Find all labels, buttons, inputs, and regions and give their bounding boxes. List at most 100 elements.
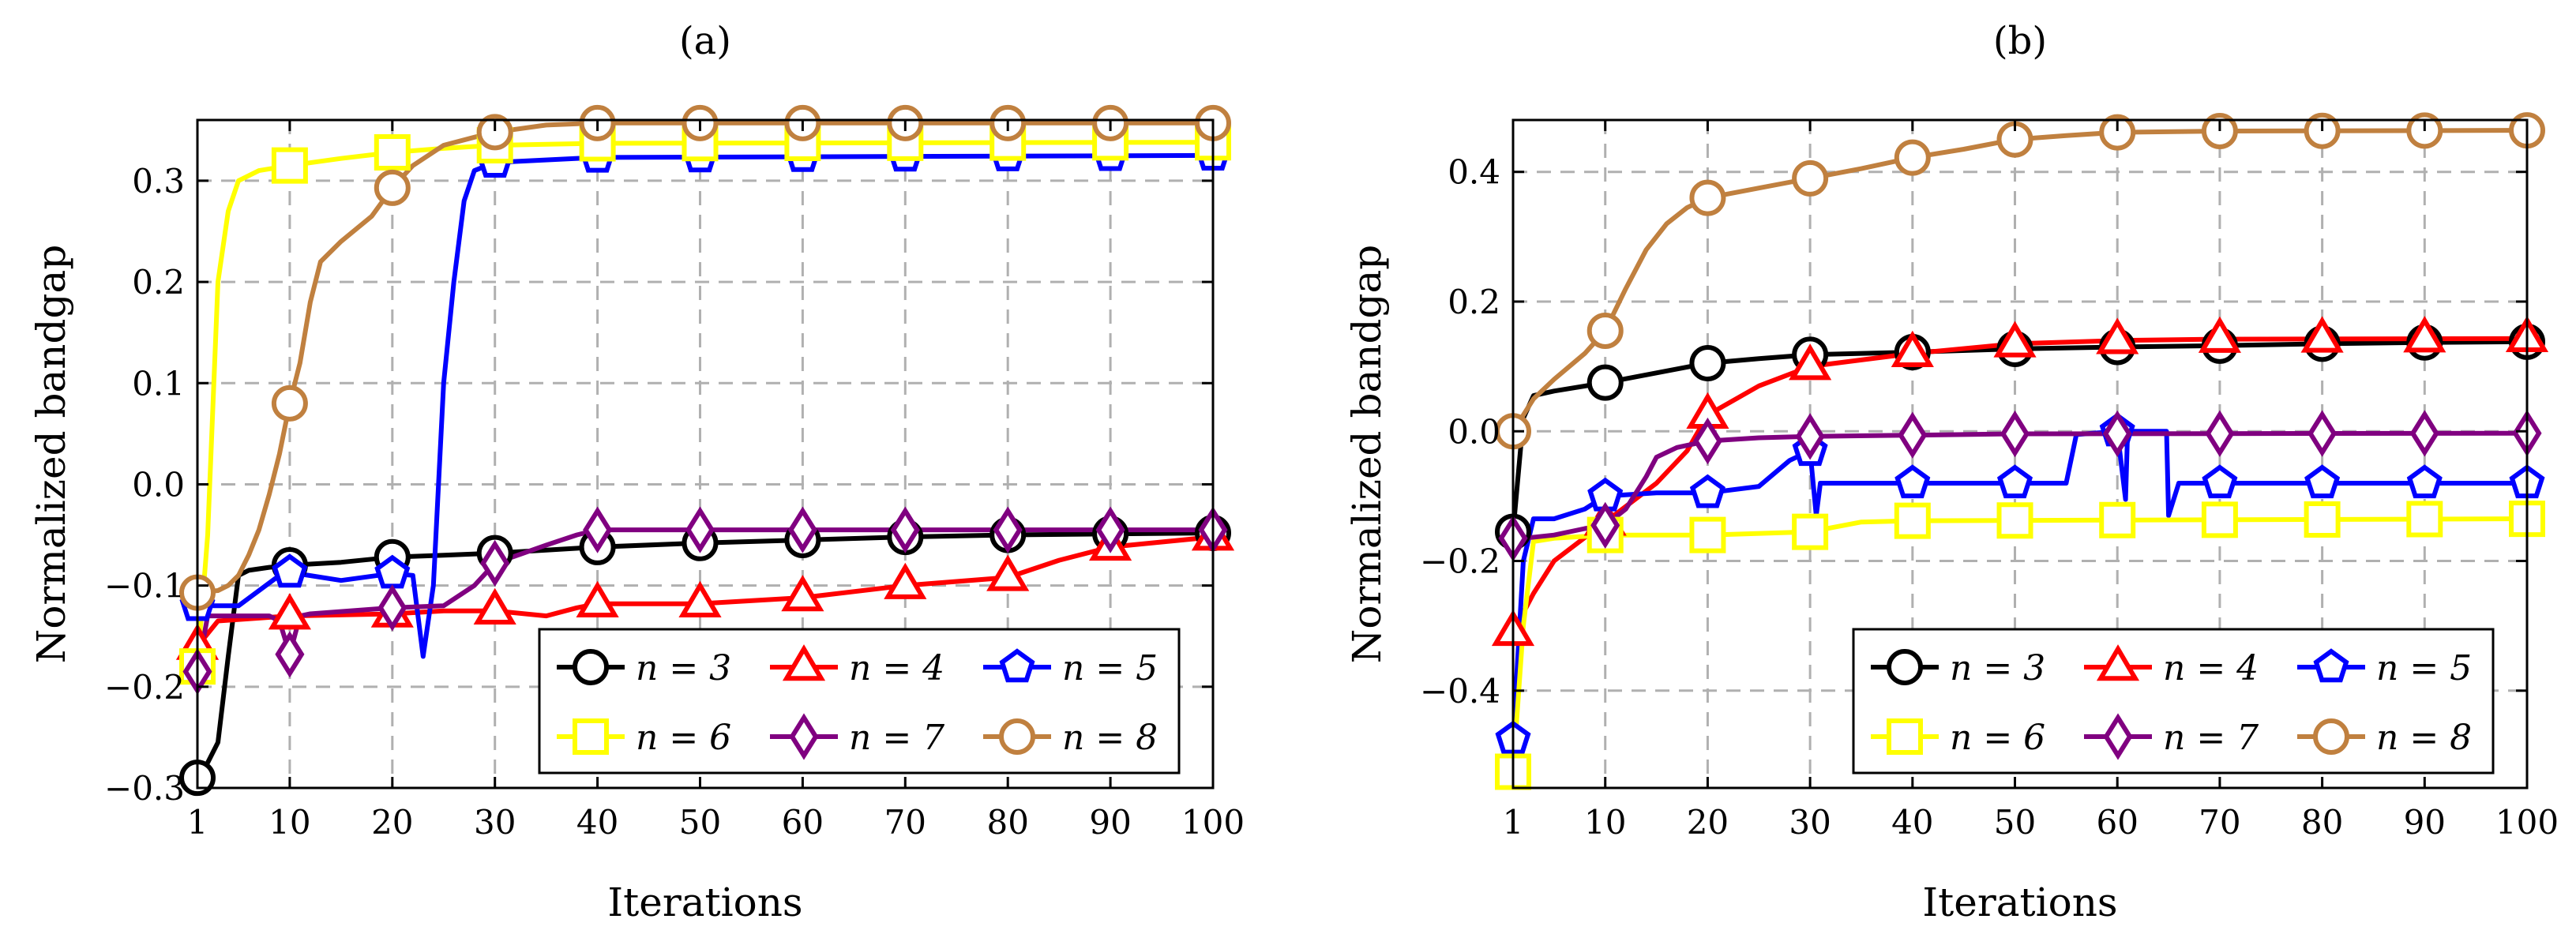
x-tick-label: 1 [1503,803,1524,842]
y-tick-label: 0.2 [1448,283,1500,321]
plot-frame [1511,118,2529,790]
series-line-n8 [1513,128,2527,433]
panel-a: 1 10 20 30 40 50 60 70 80 90 100 −0.3 −0.2 −0.1 0.0 0.1… [28,19,1245,925]
data-point-n7 [2205,410,2235,457]
data-point-n7 [1095,506,1125,553]
legend-swatch-marker [782,644,826,681]
data-point-n5 [2406,464,2443,499]
data-point-n8 [476,114,513,151]
data-point-n6 [1792,513,1829,550]
y-tick-label: 0.0 [132,465,185,504]
legend-label-n4: n = 4 [2163,648,2259,688]
data-point-n6 [2304,501,2341,538]
x-tick-label: 10 [1584,803,1626,842]
data-point-n6 [374,134,411,171]
data-point-n7 [583,506,613,553]
legend-label-n7: n = 7 [2163,718,2259,758]
data-point-n4 [2096,317,2139,354]
x-tick-label: 80 [986,803,1028,842]
data-point-n4 [268,593,311,630]
series-line-n3 [1513,339,2527,532]
y-tick-label: 0.3 [132,162,185,201]
x-tick-label: 40 [1891,803,1933,842]
x-tick-label: 30 [474,803,516,842]
x-tick-label: 60 [782,803,824,842]
data-point-n7 [1692,417,1722,465]
legend-swatch-marker [2313,718,2349,755]
legend-label-n7: n = 7 [849,718,944,758]
data-point-n8 [1792,159,1829,197]
data-point-n4 [2198,316,2241,353]
data-point-n4 [884,562,927,599]
x-axis-title: Iterations [1922,880,2117,925]
x-tick-label: 30 [1789,803,1831,842]
x-tick-label: 50 [1994,803,2036,842]
series-line-n4 [1513,336,2527,634]
y-tick-label: −0.1 [104,567,185,606]
x-tick-label: 40 [576,803,618,842]
legend-swatch-marker [999,718,1035,755]
data-point-n4 [1789,343,1832,381]
data-point-n8 [271,384,308,422]
x-tick-label: 70 [884,803,926,842]
data-point-n7 [993,506,1023,553]
data-point-n3 [1587,364,1624,401]
y-axis-title: Normalized bandgap [28,245,74,664]
series-line-n6 [197,140,1213,667]
panel-b: 1 10 20 30 40 50 60 70 80 90 100 −0.4 −0.2 0.0 0.2 0.4 (… [1344,19,2559,925]
x-tick-label: 70 [2199,803,2240,842]
series-line-n6 [1513,516,2527,772]
data-point-n5 [1689,474,1725,508]
legend-label-n5: n = 5 [1062,648,1158,688]
legend-box [1852,628,2495,775]
x-tick-label: 90 [1089,803,1131,842]
x-axis-title: Iterations [607,880,802,925]
data-point-n8 [1587,312,1624,349]
data-point-n7 [377,584,407,632]
x-tick-label: 80 [2301,803,2343,842]
data-point-n6 [1996,502,2033,539]
legend-swatch-marker [1887,718,1923,755]
legend-label-n3: n = 3 [1950,648,2045,688]
data-point-n7 [1898,411,1928,459]
data-point-n7 [2409,410,2439,457]
panel-title: (b) [1993,19,2047,63]
legend-label-n8: n = 8 [1062,718,1158,758]
data-point-n6 [2099,501,2136,538]
data-point-n4 [986,554,1030,591]
y-tick-label: 0.2 [132,263,185,302]
data-point-n8 [1689,179,1726,216]
data-point-n5 [272,553,308,588]
panel-title: (a) [679,19,731,63]
y-axis-title: Normalized bandgap [1344,245,1390,664]
legend-swatch-marker [573,718,609,755]
series-line-n5 [197,152,1213,659]
data-point-n7 [2102,410,2132,458]
x-tick-label: 1 [187,803,208,842]
legend-label-n3: n = 3 [636,648,731,688]
data-point-n7 [2000,410,2030,458]
legend-label-n4: n = 4 [849,648,944,688]
legend: n = 3 n = 4 n = 5 n = 6 n = 7 n = 8 [538,628,1181,775]
data-point-n8 [1894,139,1931,176]
y-tick-label: 0.0 [1448,412,1500,451]
legend-swatch-marker [789,713,819,760]
y-tick-label: 0.4 [1448,153,1500,192]
legend-swatch-marker [1887,649,1923,685]
legend-label-n5: n = 5 [2376,648,2472,688]
data-point-n5 [2202,464,2238,499]
x-tick-label: 50 [679,803,721,842]
data-point-n5 [1894,464,1931,499]
data-point-n8 [374,169,411,206]
y-tick-label: 0.1 [132,364,185,403]
x-tick-label: 60 [2096,803,2138,842]
data-point-n6 [271,147,308,184]
series-line-n7 [1513,430,2527,541]
legend-swatch-marker [999,648,1035,683]
y-tick-label: −0.4 [1420,672,1500,711]
data-point-n6 [2406,501,2443,538]
data-point-n4 [1993,321,2037,358]
y-tick-label: −0.3 [104,769,185,808]
legend-swatch-marker [2103,713,2133,760]
data-point-n8 [2099,114,2136,151]
